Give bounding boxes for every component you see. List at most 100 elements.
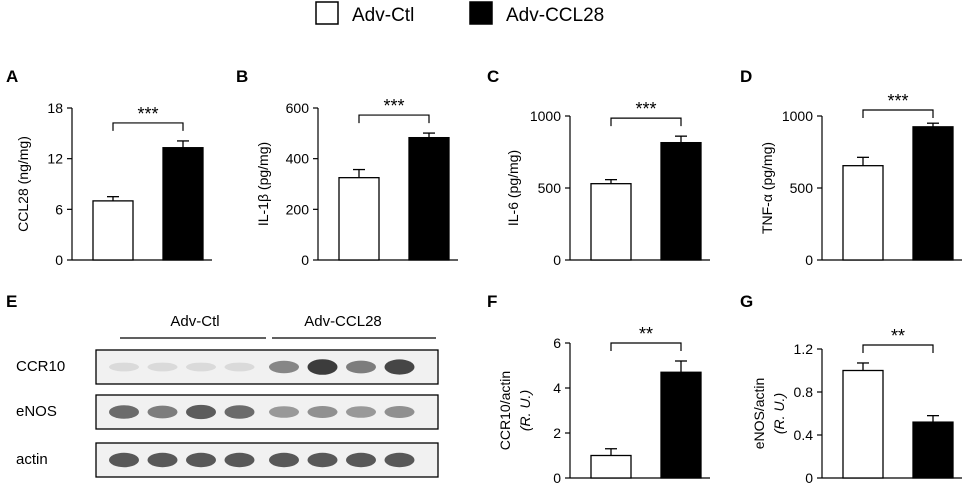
y-axis-label: TNF-α (pg/mg)	[759, 142, 775, 234]
western-blot-panel: E Adv-Ctl Adv-CCL28 CCR10 eNOS actin	[6, 292, 439, 478]
bar-panel-d: D 0 500 1000 TNF-α (pg/mg) ***	[740, 67, 962, 268]
significance-bracket	[610, 342, 682, 351]
y-axis-label: eNOS/actin	[751, 378, 767, 450]
significance-stars: ***	[887, 91, 908, 111]
panel-label: F	[487, 292, 497, 311]
bar-adv-ccl28	[660, 141, 702, 261]
blot-band	[307, 359, 338, 375]
y-tick-label: 0	[553, 470, 561, 486]
y-axis-label: CCL28 (ng/mg)	[15, 136, 31, 232]
bar-panel-a: A 0 6 12 18 CCL28 (ng/mg) ***	[6, 67, 212, 268]
panel-label-e: E	[6, 292, 17, 311]
significance-stars: ***	[635, 99, 656, 119]
blot-band	[346, 406, 376, 418]
blot-band	[384, 359, 415, 375]
blot-band	[346, 452, 376, 468]
significance-stars: ***	[137, 104, 158, 124]
legend: Adv-Ctl Adv-CCL28	[315, 1, 604, 26]
bar-adv-ccl28	[912, 421, 954, 479]
y-tick-label: 1.2	[794, 341, 814, 357]
panel-label: B	[236, 67, 248, 86]
blot-rows: CCR10 eNOS actin	[16, 349, 439, 478]
y-tick-label: 0	[805, 470, 813, 486]
blot-row-enos: eNOS	[16, 394, 439, 430]
y-axis-units: (R. U.)	[517, 390, 533, 431]
y-tick-label: 0.8	[794, 384, 814, 400]
blot-row-actin: actin	[16, 442, 439, 478]
y-tick-label: 2	[553, 425, 561, 441]
blot-band	[346, 360, 376, 374]
significance-stars: ***	[383, 96, 404, 116]
blot-band	[307, 406, 338, 418]
blot-row-ccr10: CCR10	[16, 349, 439, 385]
blot-band	[269, 360, 299, 374]
bar-panel-g: G 0 0.4 0.8 1.2 eNOS/actin (R. U.) **	[740, 292, 962, 486]
y-tick-label: 500	[790, 180, 814, 196]
blot-band	[307, 452, 338, 468]
bar-adv-ctl	[842, 369, 884, 479]
y-tick-label: 4	[553, 380, 561, 396]
blot-band	[147, 452, 178, 468]
blot-band	[186, 362, 216, 372]
y-axis-label: CCR10/actin	[497, 371, 513, 450]
y-tick-label: 0.4	[794, 427, 814, 443]
bar-adv-ccl28	[162, 147, 204, 261]
bar-adv-ctl	[590, 183, 632, 261]
significance-bracket	[112, 122, 184, 131]
significance-bracket	[862, 109, 934, 118]
legend-label-adv-ctl: Adv-Ctl	[352, 5, 414, 26]
y-tick-label: 18	[47, 100, 63, 116]
y-tick-label: 200	[286, 201, 310, 217]
significance-bracket	[610, 117, 682, 127]
blot-band	[269, 452, 299, 468]
panel-label: D	[740, 67, 752, 86]
significance-bracket	[358, 114, 430, 124]
blot-frame	[95, 394, 439, 430]
y-tick-label: 600	[286, 100, 310, 116]
bar-panel-b: B 0 200 400 600 IL-1β (pg/mg) ***	[236, 67, 458, 268]
y-tick-label: 400	[286, 151, 310, 167]
significance-bracket	[862, 344, 934, 353]
blot-band	[224, 452, 255, 468]
y-tick-label: 0	[55, 252, 63, 268]
y-tick-label: 12	[47, 151, 63, 167]
blot-group-label-ctl: Adv-Ctl	[170, 313, 219, 330]
legend-swatch-adv-ccl28	[469, 1, 493, 25]
blot-band	[109, 362, 139, 372]
panel-label: C	[487, 67, 499, 86]
legend-swatch-adv-ctl	[315, 1, 339, 25]
blot-band	[224, 362, 255, 372]
significance-stars: **	[639, 324, 653, 344]
blot-row-label: CCR10	[16, 358, 65, 375]
significance-stars: **	[891, 326, 905, 346]
legend-label-adv-ccl28: Adv-CCL28	[506, 5, 604, 26]
blot-band	[147, 405, 178, 419]
blot-row-label: actin	[16, 451, 48, 468]
bar-adv-ctl	[842, 165, 884, 261]
blot-band	[109, 405, 139, 419]
blot-band	[186, 452, 216, 468]
bar-adv-ctl	[590, 454, 632, 479]
blot-group-label-ccl28: Adv-CCL28	[304, 313, 382, 330]
panel-label: G	[740, 292, 753, 311]
panel-label: A	[6, 67, 18, 86]
bar-panel-f: F 0 2 4 6 CCR10/actin (R. U.) **	[487, 292, 710, 486]
y-tick-label: 6	[55, 201, 63, 217]
blot-row-label: eNOS	[16, 403, 57, 420]
blot-band	[109, 452, 139, 468]
blot-band	[224, 405, 255, 419]
y-tick-label: 500	[538, 180, 562, 196]
y-axis-units: (R. U.)	[771, 393, 787, 434]
bar-adv-ccl28	[408, 136, 450, 261]
y-tick-label: 0	[553, 252, 561, 268]
blot-band	[186, 404, 216, 420]
y-axis-label: IL-1β (pg/mg)	[255, 142, 271, 226]
bar-adv-ctl	[338, 177, 380, 261]
blot-band	[269, 406, 299, 418]
y-tick-label: 6	[553, 335, 561, 351]
blot-band	[384, 406, 415, 418]
y-tick-label: 0	[805, 252, 813, 268]
bar-adv-ctl	[92, 200, 134, 261]
